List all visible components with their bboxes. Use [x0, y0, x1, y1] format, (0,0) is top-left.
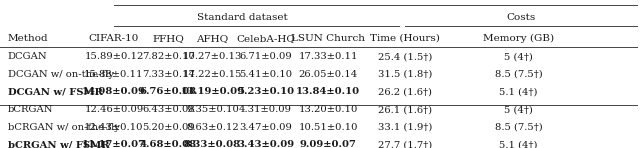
- Text: 10.51±0.10: 10.51±0.10: [299, 123, 358, 132]
- Text: Memory (GB): Memory (GB): [483, 34, 554, 43]
- Text: 8.33±0.08: 8.33±0.08: [184, 140, 241, 148]
- Text: 9.35±0.10: 9.35±0.10: [186, 105, 239, 114]
- Text: 5.41±0.10: 5.41±0.10: [239, 70, 292, 79]
- Text: 4.68±0.08: 4.68±0.08: [140, 140, 197, 148]
- Text: 15.88±0.11: 15.88±0.11: [84, 70, 143, 79]
- Text: DCGAN: DCGAN: [8, 52, 47, 61]
- Text: FFHQ: FFHQ: [152, 34, 184, 43]
- Text: 25.4 (1.5†): 25.4 (1.5†): [378, 52, 432, 61]
- Text: DCGAN w/ FSMR: DCGAN w/ FSMR: [8, 87, 102, 96]
- Text: 13.19±0.09: 13.19±0.09: [180, 87, 244, 96]
- Text: 26.2 (1.6†): 26.2 (1.6†): [378, 87, 432, 96]
- Text: 6.71±0.09: 6.71±0.09: [239, 52, 292, 61]
- Text: 17.33±0.11: 17.33±0.11: [299, 52, 358, 61]
- Text: 26.05±0.14: 26.05±0.14: [299, 70, 358, 79]
- Text: Time (Hours): Time (Hours): [370, 34, 440, 43]
- Text: 33.1 (1.9†): 33.1 (1.9†): [378, 123, 432, 132]
- Text: 6.43±0.08: 6.43±0.08: [142, 105, 195, 114]
- Text: 5.23±0.10: 5.23±0.10: [237, 87, 294, 96]
- Text: 5.1 (4†): 5.1 (4†): [499, 140, 538, 148]
- Text: 7.33±0.17: 7.33±0.17: [142, 70, 195, 79]
- Text: CIFAR-10: CIFAR-10: [89, 34, 139, 43]
- Text: bCRGAN: bCRGAN: [8, 105, 53, 114]
- Text: 6.76±0.08: 6.76±0.08: [140, 87, 197, 96]
- Text: 8.5 (7.5†): 8.5 (7.5†): [495, 123, 542, 132]
- Text: 17.27±0.13: 17.27±0.13: [183, 52, 242, 61]
- Text: 11.17±0.07: 11.17±0.07: [82, 140, 146, 148]
- Text: 3.43±0.09: 3.43±0.09: [237, 140, 294, 148]
- Text: bCRGAN w/ FSMR: bCRGAN w/ FSMR: [8, 140, 109, 148]
- Text: 5 (4†): 5 (4†): [504, 105, 533, 114]
- Text: 13.84±0.10: 13.84±0.10: [296, 87, 360, 96]
- Text: CelebA-HQ: CelebA-HQ: [236, 34, 295, 43]
- Text: 12.43±0.10: 12.43±0.10: [84, 123, 143, 132]
- Text: 7.82±0.10: 7.82±0.10: [142, 52, 195, 61]
- Text: 31.5 (1.8†): 31.5 (1.8†): [378, 70, 432, 79]
- Text: 14.22±0.15: 14.22±0.15: [183, 70, 242, 79]
- Text: 8.63±0.12: 8.63±0.12: [186, 123, 239, 132]
- Text: Costs: Costs: [506, 13, 536, 22]
- Text: Method: Method: [8, 34, 48, 43]
- Text: AFHQ: AFHQ: [196, 34, 228, 43]
- Text: 5 (4†): 5 (4†): [504, 52, 533, 61]
- Text: 27.7 (1.7†): 27.7 (1.7†): [378, 140, 432, 148]
- Text: 3.47±0.09: 3.47±0.09: [239, 123, 292, 132]
- Text: 14.98±0.09: 14.98±0.09: [82, 87, 146, 96]
- Text: 13.20±0.10: 13.20±0.10: [299, 105, 358, 114]
- Text: bCRGAN w/ on-the-fly: bCRGAN w/ on-the-fly: [8, 123, 120, 132]
- Text: 4.31±0.09: 4.31±0.09: [239, 105, 292, 114]
- Text: 12.46±0.09: 12.46±0.09: [84, 105, 143, 114]
- Text: Standard dataset: Standard dataset: [196, 13, 287, 22]
- Text: 26.1 (1.6†): 26.1 (1.6†): [378, 105, 432, 114]
- Text: 9.09±0.07: 9.09±0.07: [300, 140, 356, 148]
- Text: LSUN Church: LSUN Church: [291, 34, 365, 43]
- Text: 15.89±0.12: 15.89±0.12: [84, 52, 143, 61]
- Text: 8.5 (7.5†): 8.5 (7.5†): [495, 70, 542, 79]
- Text: DCGAN w/ on-the-fly: DCGAN w/ on-the-fly: [8, 70, 114, 79]
- Text: 5.20±0.09: 5.20±0.09: [142, 123, 195, 132]
- Text: 5.1 (4†): 5.1 (4†): [499, 87, 538, 96]
